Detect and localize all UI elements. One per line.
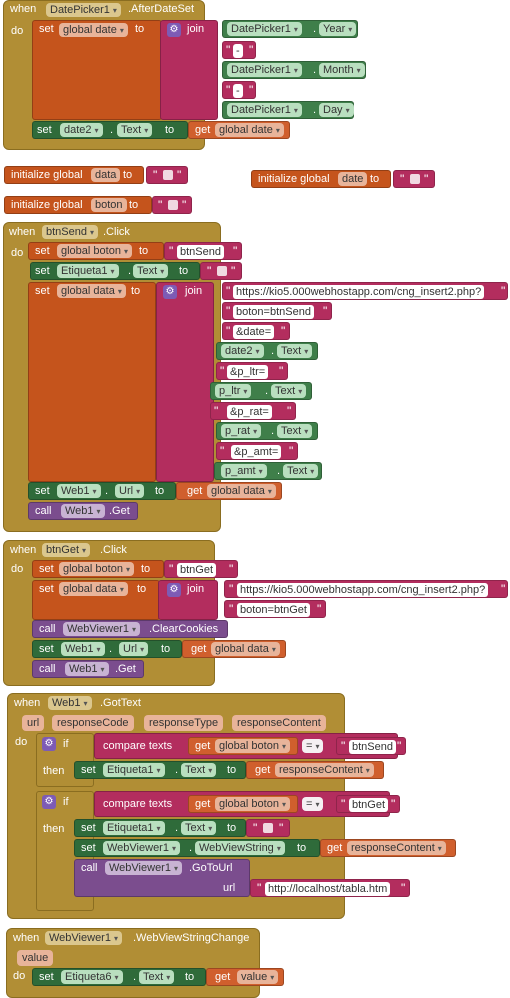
- param-responsecontent[interactable]: responseContent: [232, 715, 326, 731]
- string-btnsend[interactable]: " btnSend ": [164, 242, 242, 260]
- set-etiqueta1-text-block[interactable]: set Etiqueta1 ▾ . Text ▾ to: [30, 262, 200, 280]
- datepicker-day-getter[interactable]: DatePicker1 ▾ . Day ▾: [222, 101, 354, 119]
- string-pamt-param[interactable]: " &p_amt= ": [216, 442, 298, 460]
- set-etiqueta6-text-block[interactable]: set Etiqueta6 ▾ . Text ▾ to: [32, 968, 206, 986]
- call-web1-get-block-2[interactable]: call Web1 ▾ .Get: [32, 660, 144, 678]
- do-label: do: [11, 25, 24, 37]
- string-url-1[interactable]: " https://kio5.000webhostapp.com/cng_ins…: [222, 282, 508, 300]
- string-boton-btnsend[interactable]: " boton=btnSend ": [222, 302, 332, 320]
- datepicker-month-getter[interactable]: DatePicker1 ▾ . Month ▾: [222, 61, 366, 79]
- call-webviewer-clearcookies-block[interactable]: call WebViewer1 ▾ .ClearCookies: [32, 620, 228, 638]
- set-etiqueta1-text-block-3[interactable]: set Etiqueta1 ▾ . Text ▾ to: [74, 819, 246, 837]
- set-webviewstring-block[interactable]: set WebViewer1 ▾ . WebViewString ▾ to: [74, 839, 320, 857]
- var-dropdown[interactable]: global date ▾: [59, 23, 128, 37]
- string-empty-2[interactable]: " ": [246, 819, 290, 837]
- when-label: when: [10, 3, 37, 15]
- set-global-boton-block-2[interactable]: set global boton ▾ to: [32, 560, 164, 578]
- init-global-date[interactable]: initialize global date to: [251, 170, 391, 188]
- event-block-webviewstringchange[interactable]: when WebViewer1 ▾ .WebViewStringChange va…: [6, 928, 260, 998]
- param-responsetype[interactable]: responseType: [144, 715, 224, 731]
- string-dash-1[interactable]: " - ": [222, 41, 256, 59]
- join-block-2[interactable]: ⚙ join: [156, 282, 214, 482]
- string-empty[interactable]: " ": [200, 262, 242, 280]
- string-prat-param[interactable]: " &p_rat= ": [210, 402, 296, 420]
- event-name: .AfterDateSet: [128, 3, 195, 15]
- set-etiqueta1-text-block-2[interactable]: set Etiqueta1 ▾ . Text ▾ to: [74, 761, 246, 779]
- string-date-param[interactable]: " &date= ": [222, 322, 290, 340]
- set-web1-url-block-2[interactable]: set Web1 ▾ . Url ▾ to: [32, 640, 182, 658]
- gear-icon[interactable]: ⚙: [42, 795, 56, 809]
- get-global-date-block[interactable]: get global date ▾: [188, 121, 290, 139]
- set-web1-url-block[interactable]: set Web1 ▾ . Url ▾ to: [28, 482, 176, 500]
- gear-icon[interactable]: ⚙: [42, 737, 56, 751]
- call-web1-get-block[interactable]: call Web1 ▾ .Get: [28, 502, 138, 520]
- date2-text-getter[interactable]: date2 ▾ . Text ▾: [216, 342, 318, 360]
- component-dropdown[interactable]: DatePicker1 ▾: [46, 3, 121, 17]
- string-dash-2[interactable]: " - ": [222, 81, 256, 99]
- set-global-data-block-2[interactable]: set global data ▾ to: [32, 580, 160, 620]
- param-responsecode[interactable]: responseCode: [52, 715, 134, 731]
- gear-icon[interactable]: ⚙: [163, 285, 177, 299]
- eq-dropdown-2[interactable]: = ▾: [302, 797, 324, 811]
- datepicker-year-getter[interactable]: DatePicker1 ▾ . Year ▾: [222, 20, 358, 38]
- get-global-data-block-2[interactable]: get global data ▾: [182, 640, 286, 658]
- eq-dropdown-1[interactable]: = ▾: [302, 739, 324, 753]
- pltr-text-getter[interactable]: p_ltr ▾ . Text ▾: [210, 382, 312, 400]
- init-data-empty-string[interactable]: " ": [146, 166, 188, 184]
- get-value-block[interactable]: get value ▾: [206, 968, 284, 986]
- get-global-boton-2[interactable]: get global boton ▾: [188, 795, 298, 813]
- join-block[interactable]: ⚙ join: [160, 20, 218, 120]
- init-global-boton[interactable]: initialize global boton to: [4, 196, 152, 214]
- set-global-boton-block[interactable]: set global boton ▾ to: [28, 242, 164, 260]
- string-pltr-param[interactable]: " &p_ltr= ": [216, 362, 288, 380]
- get-responsecontent-1[interactable]: get responseContent ▾: [246, 761, 384, 779]
- init-date-empty-string[interactable]: " ": [393, 170, 435, 188]
- string-btnsend-2[interactable]: " btnSend ": [336, 737, 406, 755]
- set-global-data-block[interactable]: set global data ▾ to: [28, 282, 156, 482]
- prat-text-getter[interactable]: p_rat ▾ . Text ▾: [216, 422, 318, 440]
- get-responsecontent-2[interactable]: get responseContent ▾: [320, 839, 456, 857]
- get-global-boton-1[interactable]: get global boton ▾: [188, 737, 298, 755]
- string-btnget[interactable]: " btnGet ": [164, 560, 238, 578]
- init-boton-empty-string[interactable]: " ": [152, 196, 192, 214]
- string-localhost-url[interactable]: " http://localhost/tabla.htm ": [250, 879, 410, 897]
- init-global-data[interactable]: initialize global data to: [4, 166, 144, 184]
- set-global-date-block[interactable]: set global date ▾ to: [32, 20, 162, 120]
- set-date2-text-block[interactable]: set date2 ▾ . Text ▾ to: [32, 121, 188, 139]
- get-global-data-block[interactable]: get global data ▾: [176, 482, 282, 500]
- gear-icon[interactable]: ⚙: [167, 23, 181, 37]
- string-url-2[interactable]: " https://kio5.000webhostapp.com/cng_ins…: [224, 580, 508, 598]
- string-btnget-2[interactable]: " btnGet ": [336, 795, 400, 813]
- gear-icon[interactable]: ⚙: [167, 583, 181, 597]
- pamt-text-getter[interactable]: p_amt ▾ . Text ▾: [214, 462, 322, 480]
- string-boton-btnget[interactable]: " boton=btnGet ": [224, 600, 326, 618]
- call-webviewer-gotourl-block[interactable]: call WebViewer1 ▾ .GoToUrl url: [74, 859, 250, 897]
- param-value[interactable]: value: [17, 950, 54, 966]
- join-block-3[interactable]: ⚙ join: [158, 580, 218, 620]
- param-url[interactable]: url: [22, 715, 45, 731]
